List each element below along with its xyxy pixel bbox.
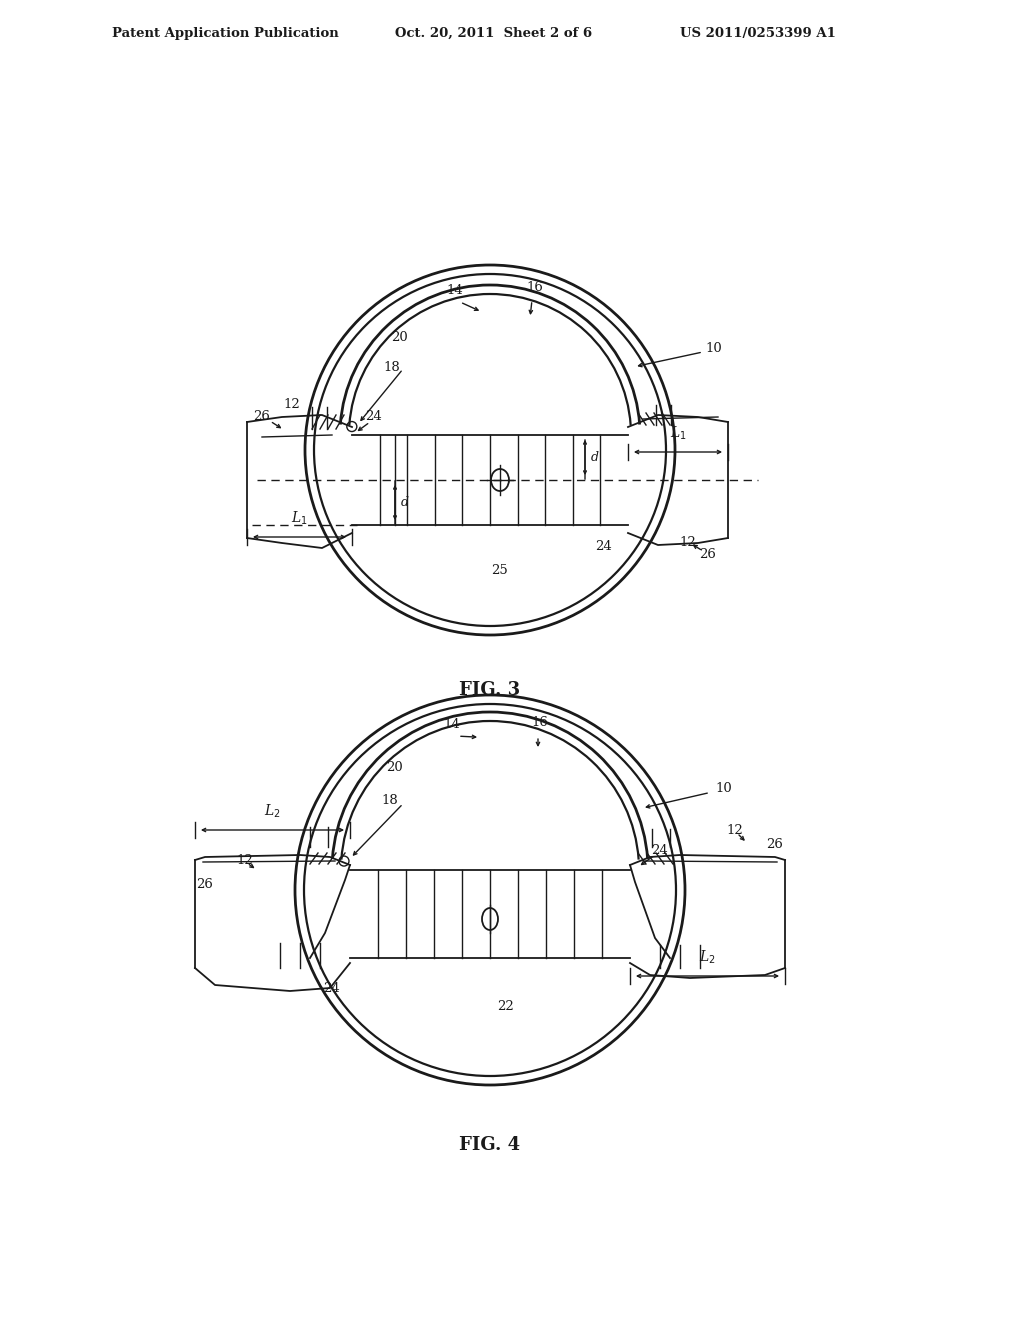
Text: 24: 24 bbox=[366, 411, 382, 424]
Text: L$_2$: L$_2$ bbox=[264, 803, 281, 820]
Text: 12: 12 bbox=[237, 854, 253, 866]
Text: 18: 18 bbox=[383, 360, 400, 374]
Text: 10: 10 bbox=[715, 781, 732, 795]
Text: 16: 16 bbox=[526, 281, 544, 294]
Text: 24: 24 bbox=[595, 540, 611, 553]
Text: 12: 12 bbox=[284, 399, 300, 412]
Text: 24: 24 bbox=[651, 843, 669, 857]
Text: 14: 14 bbox=[443, 718, 461, 731]
Text: 26: 26 bbox=[699, 549, 717, 561]
Text: FIG. 3: FIG. 3 bbox=[460, 681, 520, 700]
Text: US 2011/0253399 A1: US 2011/0253399 A1 bbox=[680, 26, 836, 40]
Text: 26: 26 bbox=[767, 838, 783, 851]
Text: L$_2$: L$_2$ bbox=[699, 949, 716, 966]
Text: 26: 26 bbox=[254, 411, 270, 424]
Text: d: d bbox=[591, 451, 599, 465]
Text: 20: 20 bbox=[386, 760, 403, 774]
Text: Patent Application Publication: Patent Application Publication bbox=[112, 26, 339, 40]
Text: d: d bbox=[401, 496, 409, 510]
Text: 12: 12 bbox=[680, 536, 696, 549]
Text: Oct. 20, 2011  Sheet 2 of 6: Oct. 20, 2011 Sheet 2 of 6 bbox=[395, 26, 592, 40]
Text: 26: 26 bbox=[197, 879, 213, 891]
Text: 14: 14 bbox=[446, 284, 464, 297]
Text: 22: 22 bbox=[497, 1001, 513, 1014]
Text: 25: 25 bbox=[492, 564, 508, 577]
Text: 18: 18 bbox=[382, 795, 398, 807]
Text: 10: 10 bbox=[705, 342, 722, 355]
Text: FIG. 4: FIG. 4 bbox=[460, 1137, 520, 1154]
Text: 12: 12 bbox=[727, 824, 743, 837]
Text: L$_1$: L$_1$ bbox=[670, 425, 686, 442]
Text: 20: 20 bbox=[391, 331, 408, 345]
Text: 24: 24 bbox=[324, 982, 340, 994]
Text: L$_1$: L$_1$ bbox=[291, 510, 308, 527]
Text: 16: 16 bbox=[531, 715, 549, 729]
